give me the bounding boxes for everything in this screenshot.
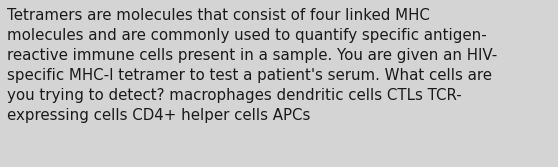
Text: Tetramers are molecules that consist of four linked MHC
molecules and are common: Tetramers are molecules that consist of … (7, 8, 498, 123)
